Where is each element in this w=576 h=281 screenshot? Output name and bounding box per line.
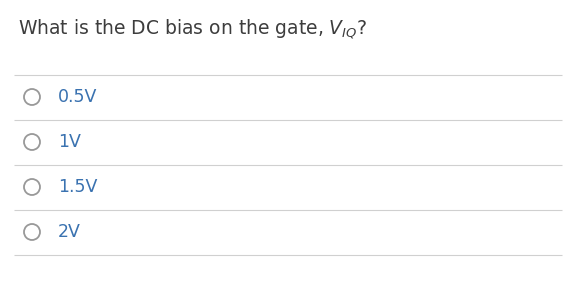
Text: What is the DC bias on the gate, $V_{IQ}$?: What is the DC bias on the gate, $V_{IQ}…: [18, 18, 367, 41]
Text: 0.5V: 0.5V: [58, 88, 97, 106]
Text: 2V: 2V: [58, 223, 81, 241]
Text: 1.5V: 1.5V: [58, 178, 97, 196]
Text: 1V: 1V: [58, 133, 81, 151]
